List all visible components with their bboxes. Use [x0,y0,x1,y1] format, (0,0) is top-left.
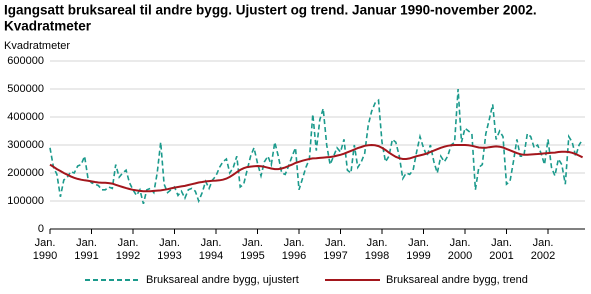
x-tick-label: Jan. 2002 [531,237,555,262]
x-tick-label: Jan. 1991 [74,237,98,262]
y-tick-label: 200000 [7,167,44,179]
y-tick-label: 600000 [7,55,44,67]
x-tick-label: Jan. 1999 [406,237,430,262]
chart-title: Igangsatt bruksareal til andre bygg. Uju… [4,3,537,18]
y-tick-label: 500000 [7,83,44,95]
x-tick-label: Jan. 1998 [365,237,389,262]
x-tick-label: Jan. 2001 [489,237,513,262]
y-tick-label: 300000 [7,139,44,151]
legend-label: Bruksareal andre bygg, trend [386,274,528,286]
y-axis-label: Kvadratmeter [4,40,70,52]
x-tick-label: Jan. 1997 [323,237,347,262]
x-tick-label: Jan. 2000 [448,237,472,262]
line-series [49,88,584,204]
line-series [49,143,584,193]
y-tick-label: 100000 [7,195,44,207]
x-tick-label: Jan. 1993 [157,237,181,262]
x-tick-label: Jan. 1994 [199,237,223,262]
x-tick-label: Jan. 1995 [240,237,264,262]
legend-label: Bruksareal andre bygg, ujustert [146,274,299,286]
x-tick-label: Jan. 1996 [282,237,306,262]
y-tick-label: 400000 [7,111,44,123]
x-tick-label: Jan. 1990 [33,237,57,262]
x-tick-label: Jan. 1992 [116,237,140,262]
chart-subtitle: Kvadratmeter [4,19,92,34]
y-tick-label: 0 [38,223,44,235]
